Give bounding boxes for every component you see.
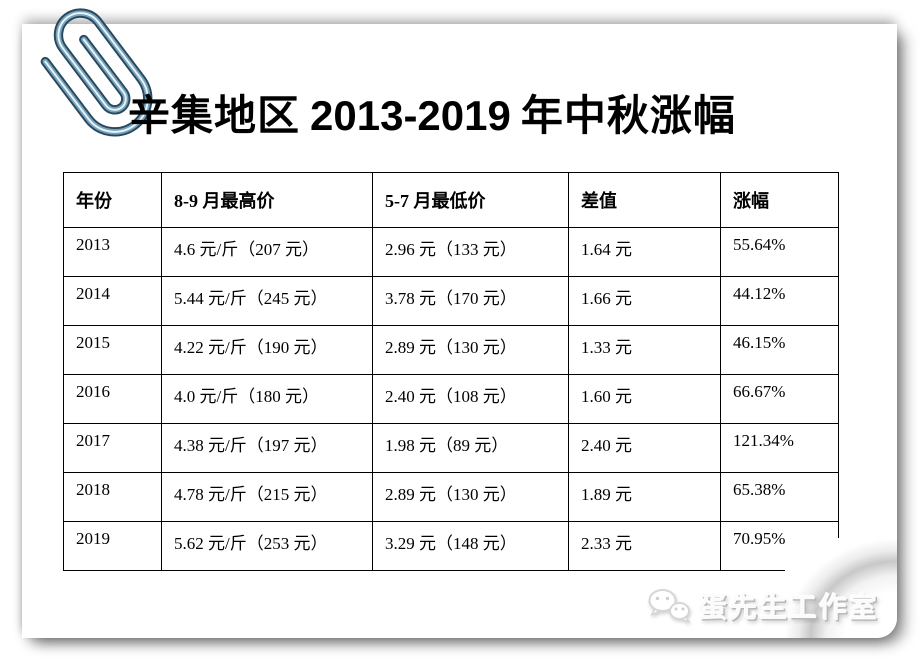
table-row: 2014 5.44 元/斤（245 元） 3.78 元（170 元） 1.66 … xyxy=(63,276,839,326)
increase-cell: 66.67% xyxy=(720,374,839,424)
increase-cell: 65.38% xyxy=(720,472,839,522)
year-cell: 2017 xyxy=(63,423,162,473)
low-price-cell: 2.96 元（133 元） xyxy=(372,227,569,277)
difference-cell: 1.60 元 xyxy=(568,374,721,424)
title-subject: 年中秋涨幅 xyxy=(520,94,736,140)
year-cell: 2019 xyxy=(63,521,162,571)
low-price-cell: 1.98 元（89 元） xyxy=(372,423,569,473)
title-region: 辛集地区 xyxy=(128,94,301,140)
difference-cell: 1.33 元 xyxy=(568,325,721,375)
high-price-cell: 5.62 元/斤（253 元） xyxy=(161,521,373,571)
price-table: 年份 8-9 月最高价 5-7 月最低价 差值 涨幅 2013 4.6 元/斤（… xyxy=(63,172,839,571)
title-years: 2013-2019 xyxy=(310,92,511,139)
difference-cell: 1.64 元 xyxy=(568,227,721,277)
high-price-cell: 4.22 元/斤（190 元） xyxy=(161,325,373,375)
wechat-icon xyxy=(648,589,690,623)
table-row: 2018 4.78 元/斤（215 元） 2.89 元（130 元） 1.89 … xyxy=(63,472,839,522)
high-price-cell: 4.6 元/斤（207 元） xyxy=(161,227,373,277)
increase-cell: 44.12% xyxy=(720,276,839,326)
table-row: 2017 4.38 元/斤（197 元） 1.98 元（89 元） 2.40 元… xyxy=(63,423,839,473)
low-price-cell: 2.40 元（108 元） xyxy=(372,374,569,424)
column-header-difference: 差值 xyxy=(568,172,721,228)
watermark-label: 蛋先生工作室 xyxy=(698,593,879,624)
low-price-cell: 2.89 元（130 元） xyxy=(372,325,569,375)
page-curl xyxy=(785,538,897,638)
year-cell: 2015 xyxy=(63,325,162,375)
difference-cell: 2.40 元 xyxy=(568,423,721,473)
column-header-low-price: 5-7 月最低价 xyxy=(372,172,569,228)
difference-cell: 1.66 元 xyxy=(568,276,721,326)
page-title: 辛集地区 2013-2019 年中秋涨幅 xyxy=(128,82,736,143)
column-header-high-price: 8-9 月最高价 xyxy=(161,172,373,228)
column-header-increase: 涨幅 xyxy=(720,172,839,228)
low-price-cell: 3.29 元（148 元） xyxy=(372,521,569,571)
high-price-cell: 4.0 元/斤（180 元） xyxy=(161,374,373,424)
high-price-cell: 5.44 元/斤（245 元） xyxy=(161,276,373,326)
high-price-cell: 4.78 元/斤（215 元） xyxy=(161,472,373,522)
watermark: 蛋先生工作室 xyxy=(646,586,879,626)
difference-cell: 2.33 元 xyxy=(568,521,721,571)
paper-sheet: 辛集地区 2013-2019 年中秋涨幅 年份 8-9 月最高价 5-7 月最低价 … xyxy=(22,24,897,638)
table-header-row: 年份 8-9 月最高价 5-7 月最低价 差值 涨幅 xyxy=(63,172,839,228)
high-price-cell: 4.38 元/斤（197 元） xyxy=(161,423,373,473)
table-row: 2019 5.62 元/斤（253 元） 3.29 元（148 元） 2.33 … xyxy=(63,521,839,571)
increase-cell: 46.15% xyxy=(720,325,839,375)
year-cell: 2014 xyxy=(63,276,162,326)
table-row: 2013 4.6 元/斤（207 元） 2.96 元（133 元） 1.64 元… xyxy=(63,227,839,277)
low-price-cell: 2.89 元（130 元） xyxy=(372,472,569,522)
difference-cell: 1.89 元 xyxy=(568,472,721,522)
table-row: 2015 4.22 元/斤（190 元） 2.89 元（130 元） 1.33 … xyxy=(63,325,839,375)
table-row: 2016 4.0 元/斤（180 元） 2.40 元（108 元） 1.60 元… xyxy=(63,374,839,424)
increase-cell: 55.64% xyxy=(720,227,839,277)
year-cell: 2013 xyxy=(63,227,162,277)
increase-cell: 121.34% xyxy=(720,423,839,473)
low-price-cell: 3.78 元（170 元） xyxy=(372,276,569,326)
year-cell: 2018 xyxy=(63,472,162,522)
year-cell: 2016 xyxy=(63,374,162,424)
column-header-year: 年份 xyxy=(63,172,162,228)
